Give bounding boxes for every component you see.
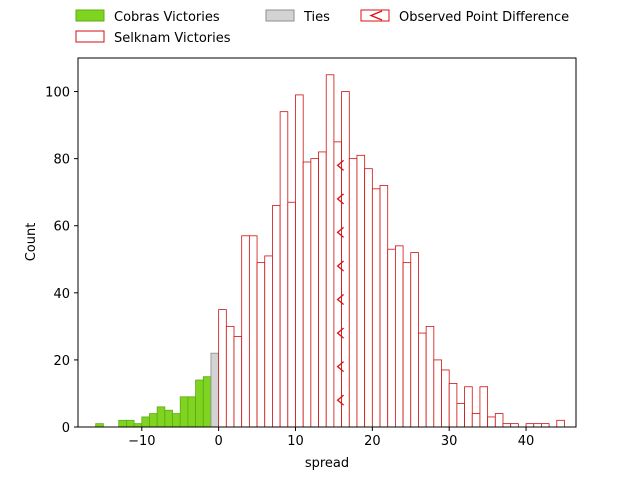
cobras-bar — [195, 379, 204, 428]
y-tick-label: 60 — [53, 220, 70, 235]
selknam-bar — [556, 419, 565, 428]
selknam-bar — [502, 423, 512, 428]
ties-bar — [210, 352, 220, 428]
selknam-bar — [241, 235, 250, 428]
selknam-bar — [425, 325, 435, 428]
selknam-bar — [233, 336, 243, 428]
observed-point-difference-marker — [336, 260, 345, 272]
selknam-bar — [456, 403, 465, 428]
y-axis-label: Count — [24, 223, 39, 262]
x-tick-label: −10 — [128, 434, 155, 449]
x-tick-label: 10 — [287, 434, 304, 449]
selknam-bar — [364, 168, 373, 428]
x-tick-label: 0 — [214, 434, 222, 449]
selknam-bar — [248, 235, 258, 428]
selknam-bar — [525, 423, 535, 428]
cobras-bar — [202, 376, 212, 428]
selknam-bar — [318, 151, 327, 428]
y-tick-label: 80 — [53, 153, 70, 168]
selknam-bar — [302, 161, 312, 428]
selknam-bar — [464, 386, 473, 428]
selknam-bar — [479, 386, 489, 428]
selknam-bar — [510, 423, 519, 428]
legend-label-selknam: Selknam Victories — [114, 31, 231, 46]
cobras-bar — [156, 406, 166, 428]
legend-swatch-cobras — [75, 9, 105, 22]
y-tick-label: 40 — [53, 287, 70, 302]
cobras-bar — [141, 416, 150, 428]
cobras-bar — [126, 419, 135, 428]
legend-label-observed: Observed Point Difference — [399, 10, 569, 25]
y-axis-ticks: 0 20 40 60 80 100 — [45, 86, 78, 436]
selknam-bar — [410, 252, 419, 428]
selknam-bar — [541, 423, 550, 428]
selknam-bar — [394, 245, 404, 428]
selknam-bar — [341, 91, 350, 428]
selknam-bar — [402, 262, 412, 428]
selknam-bar — [279, 111, 289, 428]
y-tick-label: 0 — [62, 421, 70, 436]
legend-label-ties: Ties — [303, 10, 330, 25]
selknam-bar — [533, 423, 542, 428]
selknam-bar — [272, 205, 281, 428]
legend-label-cobras: Cobras Victories — [114, 10, 220, 25]
observed-point-difference-marker — [336, 226, 345, 238]
observed-point-difference-marker — [336, 294, 345, 306]
x-tick-label: 40 — [518, 434, 535, 449]
cobras-bar — [164, 409, 173, 428]
selknam-bar — [371, 188, 381, 428]
cobras-bar — [149, 413, 158, 428]
selknam-bar — [333, 141, 343, 428]
selknam-bar — [387, 248, 396, 428]
selknam-bar — [218, 309, 227, 428]
observed-point-difference-marker — [336, 361, 345, 373]
cobras-bar — [172, 413, 181, 428]
selknam-bar — [287, 201, 296, 428]
observed-point-difference-marker — [336, 394, 345, 406]
legend-marker-observed — [369, 10, 383, 21]
cobras-bar — [118, 419, 127, 428]
x-tick-label: 20 — [364, 434, 381, 449]
histogram-bars — [95, 74, 565, 428]
cobras-bar — [179, 396, 189, 428]
observed-point-difference-marker — [336, 327, 345, 339]
x-tick-label: 30 — [441, 434, 458, 449]
selknam-bar — [256, 262, 266, 428]
x-axis-ticks: −10 0 10 20 30 40 — [128, 427, 534, 449]
selknam-bar — [433, 359, 442, 428]
plot-frame — [77, 57, 577, 428]
selknam-bar — [325, 74, 335, 428]
observed-point-difference-markers — [336, 159, 345, 406]
selknam-bar — [225, 325, 235, 428]
selknam-bar — [356, 154, 366, 428]
selknam-bar — [348, 158, 358, 428]
observed-point-difference-marker — [336, 193, 345, 205]
x-axis-label: spread — [305, 456, 349, 471]
y-tick-label: 20 — [53, 354, 70, 369]
y-tick-label: 100 — [45, 86, 70, 101]
cobras-bar — [95, 423, 104, 428]
legend: Cobras Victories Selknam Victories Ties Obs… — [75, 9, 569, 46]
legend-swatch-ties — [265, 9, 295, 22]
selknam-bar — [418, 332, 427, 428]
selknam-bar — [494, 413, 504, 428]
legend-swatch-observed — [360, 9, 390, 22]
selknam-bar — [379, 185, 389, 428]
cobras-bar — [133, 423, 143, 428]
selknam-bar — [441, 369, 450, 428]
selknam-bar — [448, 382, 458, 428]
selknam-bar — [264, 255, 273, 428]
selknam-bar — [310, 158, 319, 428]
selknam-bar — [471, 413, 481, 428]
selknam-bar — [487, 416, 496, 428]
cobras-bar — [187, 396, 196, 428]
selknam-bar — [295, 94, 304, 428]
legend-swatch-selknam — [75, 30, 105, 43]
observed-point-difference-marker — [336, 159, 345, 171]
